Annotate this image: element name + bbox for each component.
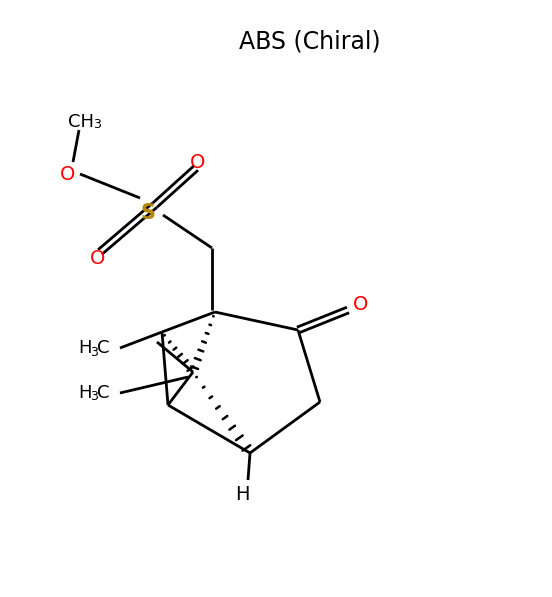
Text: 3: 3	[93, 118, 101, 131]
Text: ABS (Chiral): ABS (Chiral)	[239, 30, 381, 54]
Text: S: S	[141, 203, 156, 223]
Text: O: O	[60, 165, 76, 183]
Text: 3: 3	[90, 390, 98, 404]
Text: O: O	[190, 152, 206, 171]
Text: H: H	[78, 384, 92, 402]
Text: C: C	[97, 384, 109, 402]
Text: H: H	[235, 485, 250, 504]
Text: 3: 3	[90, 346, 98, 359]
Text: CH: CH	[68, 113, 94, 131]
Text: C: C	[97, 339, 109, 357]
Text: O: O	[353, 296, 368, 315]
Text: H: H	[78, 339, 92, 357]
Text: O: O	[91, 248, 105, 267]
